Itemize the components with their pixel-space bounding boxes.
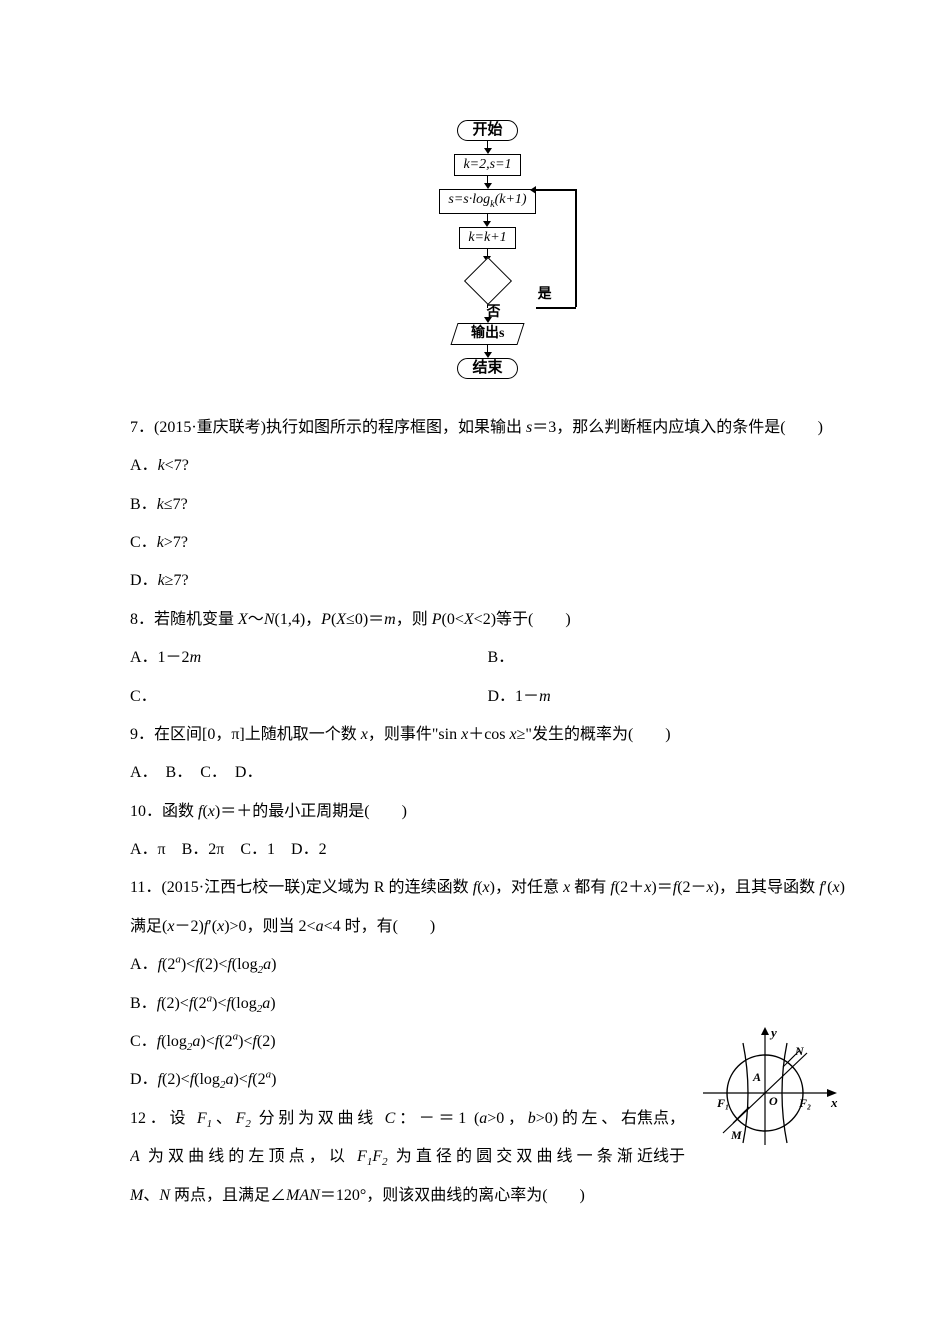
- svg-text:O: O: [769, 1094, 778, 1108]
- q8-optA: A．1－2m: [130, 639, 488, 677]
- fc-start: 开始: [457, 120, 517, 141]
- fc-decision: [457, 262, 517, 298]
- q9-opts: A． B． C． D．: [130, 754, 845, 792]
- q7-optA: A．k<7?: [130, 447, 845, 485]
- q7-optC: C．k>7?: [130, 524, 845, 562]
- fc-output: 输出s: [450, 323, 525, 345]
- svg-text:F₂: F₂: [798, 1096, 811, 1110]
- q8-optD: D．1－m: [488, 678, 846, 716]
- q8-optB: B．: [488, 639, 846, 677]
- svg-text:M: M: [730, 1128, 742, 1142]
- q12-stem-l3: M、N 两点，且满足∠MAN＝120°，则该双曲线的离心率为( ): [130, 1177, 845, 1215]
- q7-optB: B．k≤7?: [130, 486, 845, 524]
- fc-increment: k=k+1: [459, 227, 515, 249]
- svg-text:A: A: [752, 1070, 761, 1084]
- q9-stem: 9．在区间[0，π]上随机取一个数 x，则事件"sin x＋cos x≥"发生的…: [130, 716, 845, 754]
- fc-process: s=s·logk(k+1): [439, 189, 535, 214]
- svg-text:y: y: [769, 1025, 777, 1040]
- q11-optB: B．f(2)<f(2a)<f(log2a): [130, 985, 845, 1023]
- q7-optD: D．k≥7?: [130, 562, 845, 600]
- fc-init: k=2,s=1: [454, 154, 520, 176]
- q12-stem-l1: 12．设 F1、F2 分别为双曲线 C：－＝1 (a>0，b>0)的左、右 焦点…: [130, 1100, 685, 1138]
- svg-text:N: N: [794, 1044, 805, 1058]
- q8-stem: 8．若随机变量 X～N(1,4)，P(X≤0)＝m，则 P(0<X<2)等于( …: [130, 601, 845, 639]
- svg-text:x: x: [830, 1095, 838, 1110]
- q11-stem: 11．(2015·江西七校一联)定义域为 R 的连续函数 f(x)，对任意 x …: [130, 869, 845, 946]
- svg-text:F₁: F₁: [716, 1096, 729, 1110]
- fc-yes-label: 是: [538, 288, 552, 302]
- q7-stem: 7．(2015·重庆联考)执行如图所示的程序框图，如果输出 s＝3，那么判断框内…: [130, 409, 845, 447]
- q11-optA: A．f(2a)<f(2)<f(log2a): [130, 946, 845, 984]
- q12-figure: y x O A N M F₁ F₂: [695, 1023, 845, 1168]
- q10-stem: 10．函数 f(x)＝＋的最小正周期是( ): [130, 793, 845, 831]
- q12-stem-l2: A 为双曲线的左顶点，以 F1F2 为直径的圆交双曲线一条渐近 线于: [130, 1138, 685, 1176]
- q10-opts: A．π B．2π C．1 D．2: [130, 831, 845, 869]
- fc-end: 结束: [457, 358, 517, 379]
- q8-optC: C．: [130, 678, 488, 716]
- flowchart: 开始 k=2,s=1 s=s·logk(k+1) k=k+1 是: [130, 120, 845, 379]
